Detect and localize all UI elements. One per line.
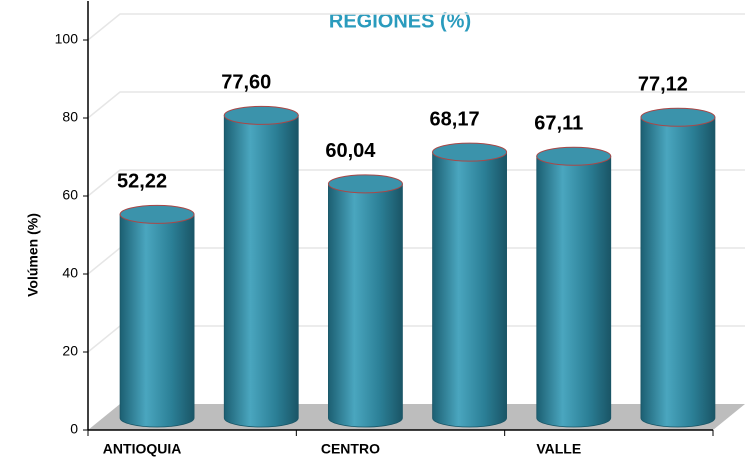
bar-body (640, 116, 716, 428)
grid-line (87, 13, 745, 41)
bar-top (223, 105, 299, 125)
y-axis-title: Volúmen (%) (25, 213, 41, 297)
y-tick-label: 100 (55, 31, 79, 47)
y-tick-label: 0 (70, 421, 78, 437)
bar (223, 105, 299, 428)
bar (327, 174, 403, 428)
value-label: 67,11 (534, 113, 583, 135)
bar (119, 204, 195, 428)
value-label: 52,22 (117, 171, 167, 193)
bar-body (432, 151, 507, 428)
bar (432, 142, 508, 428)
y-tick-label: 20 (62, 343, 78, 359)
bar-top (119, 204, 195, 224)
y-tick-label: 60 (62, 187, 78, 203)
chart-title: REGIONES (%) (329, 10, 471, 32)
value-label: 77,60 (221, 72, 271, 94)
x-tick-label: ANTIOQUIA (103, 441, 182, 457)
y-tick-label: 80 (62, 109, 78, 125)
value-label: 77,12 (638, 74, 688, 96)
bar-top (640, 107, 716, 127)
bar-body (119, 213, 195, 428)
bar-body (328, 183, 403, 428)
bar-top (327, 174, 403, 194)
grid-line (87, 91, 745, 119)
y-tick-label: 40 (62, 265, 78, 281)
bar (536, 146, 612, 428)
value-label: 60,04 (325, 140, 376, 162)
x-tick-label: CENTRO (321, 441, 380, 457)
bar-body (536, 155, 612, 428)
bar-top (432, 142, 508, 162)
bar-body (223, 114, 299, 428)
value-label: 68,17 (430, 108, 480, 130)
bar-top (536, 146, 612, 166)
bar (640, 107, 716, 428)
x-tick-label: VALLE (536, 441, 581, 457)
